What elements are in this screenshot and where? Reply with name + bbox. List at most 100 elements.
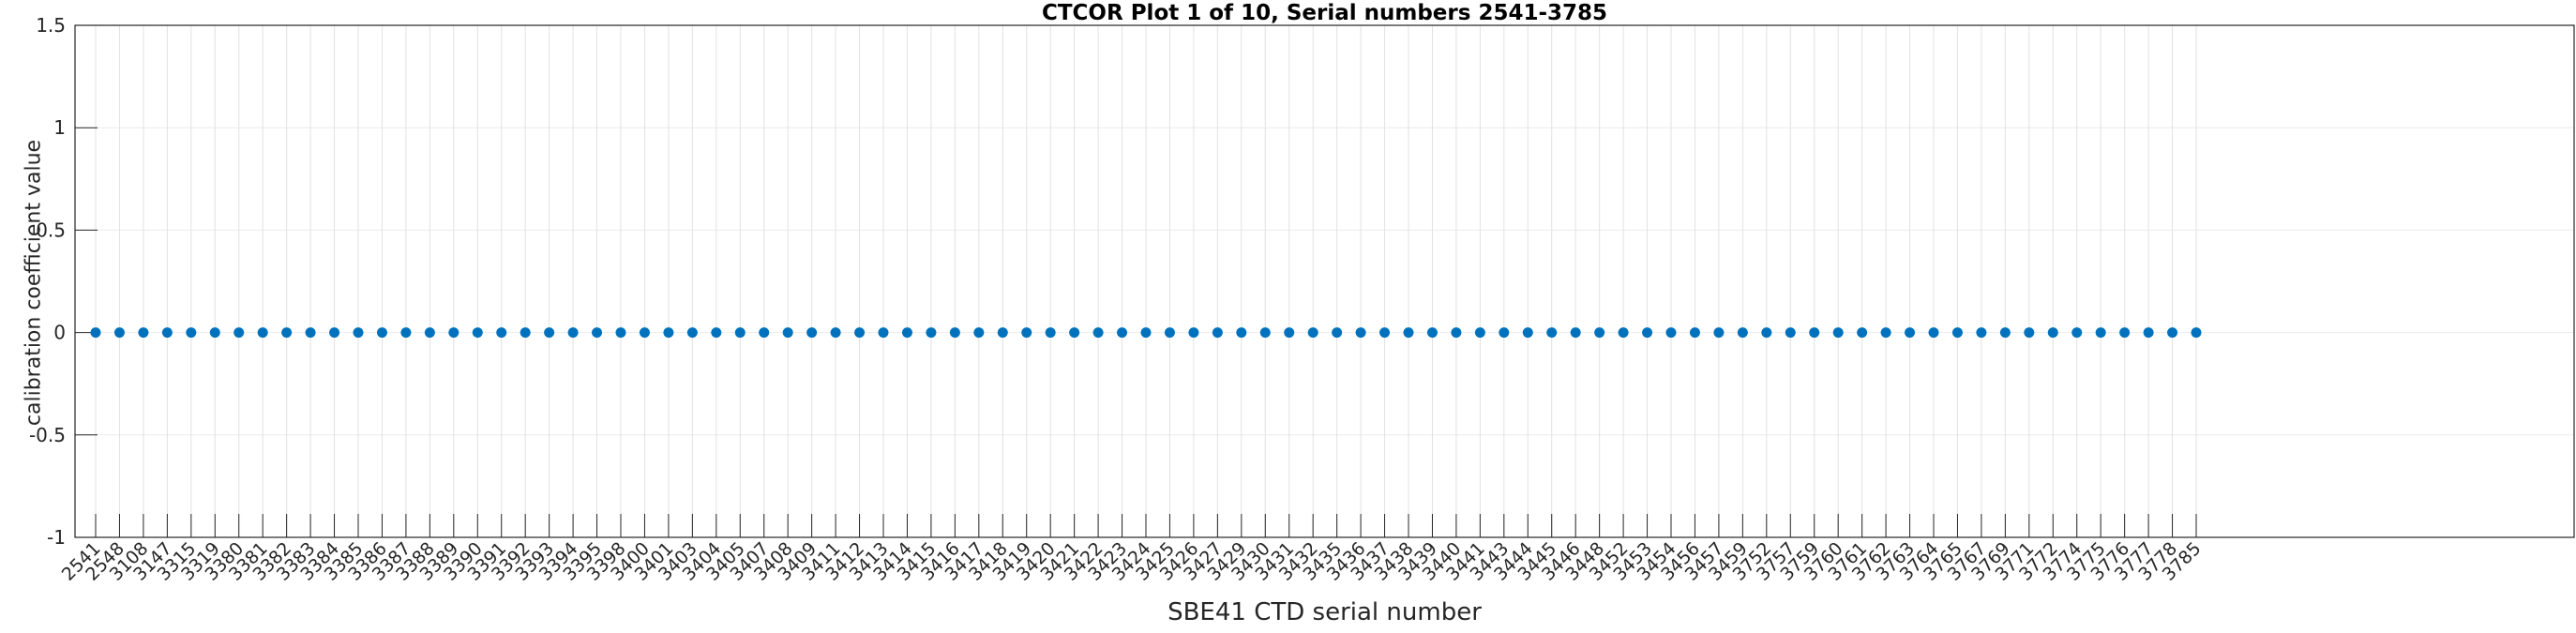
data-point	[90, 327, 101, 339]
data-point	[901, 327, 912, 339]
y-tick-label: 1	[53, 116, 66, 139]
data-point	[400, 327, 412, 339]
data-point	[281, 327, 293, 339]
data-point	[329, 327, 340, 339]
data-point	[209, 327, 220, 339]
y-tick-label: 0	[53, 322, 66, 344]
data-point	[1832, 327, 1844, 339]
data-point	[2143, 327, 2154, 339]
data-point	[2024, 327, 2035, 339]
data-point	[759, 327, 770, 339]
data-point	[1594, 327, 1605, 339]
y-tick-label: 0.5	[36, 219, 66, 241]
data-point	[1689, 327, 1700, 339]
data-point	[2095, 327, 2106, 339]
data-point	[257, 327, 268, 339]
data-point	[233, 327, 245, 339]
data-point	[1212, 327, 1223, 339]
data-point	[2071, 327, 2083, 339]
data-point	[1522, 327, 1533, 339]
data-point	[1761, 327, 1772, 339]
data-point	[496, 327, 507, 339]
data-point	[1546, 327, 1558, 339]
data-point	[1880, 327, 1891, 339]
data-point	[926, 327, 937, 339]
data-point	[1951, 327, 1963, 339]
data-point	[639, 327, 650, 339]
data-point	[949, 327, 960, 339]
data-point	[1928, 327, 1939, 339]
data-point	[711, 327, 722, 339]
data-point	[2167, 327, 2178, 339]
data-point	[734, 327, 746, 339]
data-point	[1379, 327, 1391, 339]
data-point	[138, 327, 149, 339]
data-point	[878, 327, 889, 339]
x-ticks	[95, 514, 2197, 537]
data-point	[448, 327, 459, 339]
data-point	[376, 327, 387, 339]
chart-title: CTCOR Plot 1 of 10, Serial numbers 2541-…	[1041, 1, 1608, 25]
data-point	[1857, 327, 1868, 339]
y-tick-labels: 1.5 1 0.5 0 -0.5 -1	[29, 14, 66, 549]
horizontal-gridlines	[75, 127, 2574, 436]
data-point	[1570, 327, 1581, 339]
y-tick-label: 1.5	[36, 14, 66, 37]
data-point	[1236, 327, 1247, 339]
data-point	[1474, 327, 1485, 339]
axes-border	[74, 24, 2575, 538]
data-point	[997, 327, 1008, 339]
data-point	[544, 327, 555, 339]
x-axis-label: SBE41 CTD serial number	[1167, 598, 1482, 626]
data-point	[1355, 327, 1366, 339]
data-point	[1188, 327, 1199, 339]
data-point	[1976, 327, 1987, 339]
data-point	[1499, 327, 1510, 339]
data-point	[686, 327, 698, 339]
data-point	[1259, 327, 1271, 339]
data-point	[1618, 327, 1629, 339]
data-point	[1332, 327, 1343, 339]
data-point	[1069, 327, 1080, 339]
data-point	[472, 327, 483, 339]
data-point	[1117, 327, 1128, 339]
vertical-gridlines	[95, 25, 2197, 537]
data-point	[830, 327, 841, 339]
axes-box	[74, 24, 2575, 538]
data-point	[1307, 327, 1318, 339]
data-point	[161, 327, 173, 339]
data-point	[353, 327, 364, 339]
data-point	[1021, 327, 1032, 339]
data-point	[113, 327, 125, 339]
data-point	[1140, 327, 1152, 339]
data-point	[1785, 327, 1796, 339]
y-tick-label: -0.5	[29, 424, 66, 446]
data-point	[1999, 327, 2011, 339]
data-point	[520, 327, 531, 339]
data-point	[1737, 327, 1748, 339]
data-point	[1713, 327, 1725, 339]
data-point	[1164, 327, 1175, 339]
data-point	[1451, 327, 1462, 339]
x-tick-labels: 2541254831083147331533193380338133823383…	[58, 538, 2206, 585]
y-axis-label: calibration coefficient value	[22, 139, 46, 427]
data-point	[1665, 327, 1677, 339]
data-point	[1905, 327, 1916, 339]
data-point	[2191, 327, 2202, 339]
data-point	[2119, 327, 2131, 339]
data-point	[782, 327, 793, 339]
y-tick-label: -1	[47, 526, 66, 549]
data-point	[424, 327, 435, 339]
data-point	[973, 327, 985, 339]
data-point	[1284, 327, 1295, 339]
data-point	[615, 327, 626, 339]
data-point	[2047, 327, 2058, 339]
y-ticks	[75, 24, 98, 538]
data-points	[90, 327, 2202, 339]
data-point	[1809, 327, 1820, 339]
data-point	[806, 327, 818, 339]
data-point	[854, 327, 866, 339]
data-point	[1092, 327, 1104, 339]
